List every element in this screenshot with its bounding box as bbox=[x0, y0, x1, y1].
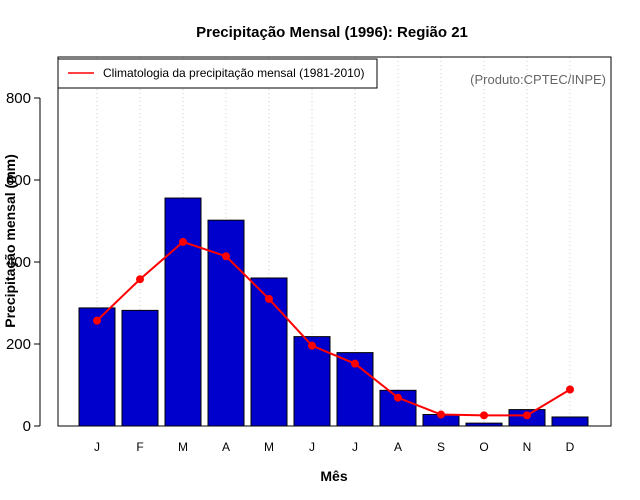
bar-2 bbox=[121, 309, 159, 427]
bar-8 bbox=[379, 389, 417, 427]
legend-label: Climatologia da precipitação mensal (198… bbox=[103, 66, 364, 80]
x-tick-label: F bbox=[136, 440, 143, 454]
x-tick-label: A bbox=[222, 440, 230, 454]
climatology-point-11 bbox=[523, 411, 531, 420]
legend: Climatologia da precipitação mensal (198… bbox=[57, 58, 378, 89]
x-tick-label: N bbox=[523, 440, 532, 454]
legend-box bbox=[57, 58, 378, 89]
credit-text: (Produto:CPTEC/INPE) bbox=[470, 72, 606, 87]
climatology-line-series bbox=[93, 237, 574, 420]
x-tick-label: J bbox=[309, 440, 315, 454]
climatology-point-5 bbox=[265, 294, 273, 303]
x-tick-label: A bbox=[394, 440, 402, 454]
x-tick-label: D bbox=[566, 440, 575, 454]
climatology-line bbox=[96, 240, 571, 417]
y-tick-label: 200 bbox=[6, 336, 31, 353]
climatology-point-6 bbox=[308, 341, 316, 350]
y-tick-label: 400 bbox=[6, 254, 31, 271]
climatology-point-10 bbox=[480, 411, 488, 420]
x-axis-title: Mês bbox=[320, 468, 347, 484]
climatology-point-4 bbox=[222, 252, 230, 261]
bar-1 bbox=[78, 307, 116, 427]
climatology-point-2 bbox=[136, 275, 144, 284]
plot-frame bbox=[57, 56, 612, 427]
x-tick-label: M bbox=[264, 440, 274, 454]
bar-12 bbox=[551, 416, 589, 427]
x-tick-label: M bbox=[178, 440, 188, 454]
bar-3 bbox=[164, 197, 202, 427]
climatology-point-9 bbox=[437, 410, 445, 419]
x-tick-label: S bbox=[437, 440, 445, 454]
climatology-point-1 bbox=[93, 316, 101, 325]
climatology-point-12 bbox=[566, 385, 574, 394]
y-tick-label: 600 bbox=[6, 172, 31, 189]
y-axis-title: Precipitação mensal (mm) bbox=[2, 154, 18, 328]
y-tick-label: 800 bbox=[6, 90, 31, 107]
climatology-point-7 bbox=[351, 359, 359, 368]
climatology-point-3 bbox=[179, 237, 187, 246]
climatology-point-8 bbox=[394, 393, 402, 402]
chart-title: Precipitação Mensal (1996): Região 21 bbox=[196, 24, 468, 41]
y-tick-label: 0 bbox=[23, 418, 31, 435]
bar-series bbox=[78, 197, 589, 427]
x-tick-label: J bbox=[94, 440, 100, 454]
y-axis: 0 200 400 600 800 bbox=[6, 90, 41, 435]
x-tick-label: J bbox=[352, 440, 358, 454]
x-tick-label: O bbox=[479, 440, 488, 454]
